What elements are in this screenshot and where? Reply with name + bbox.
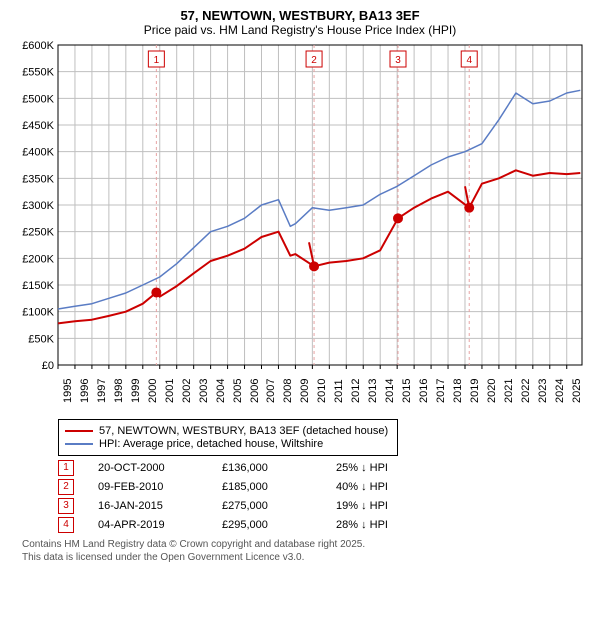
x-tick-label: 2000 <box>147 379 159 403</box>
title-line-1: 57, NEWTOWN, WESTBURY, BA13 3EF <box>10 8 590 23</box>
x-tick-label: 2002 <box>181 379 193 403</box>
svg-text:1: 1 <box>154 55 160 66</box>
x-tick-label: 1996 <box>79 379 91 403</box>
event-number-box: 1 <box>58 460 74 476</box>
x-tick-label: 2004 <box>215 379 227 403</box>
event-date: 16-JAN-2015 <box>98 500 198 512</box>
x-tick-label: 2019 <box>469 379 481 403</box>
x-tick-label: 2011 <box>333 379 345 403</box>
svg-text:£300K: £300K <box>22 200 54 212</box>
event-price: £185,000 <box>222 481 312 493</box>
sale-event-row: 3 16-JAN-2015 £275,000 19% ↓ HPI <box>58 498 590 514</box>
x-tick-label: 2007 <box>265 379 277 403</box>
svg-text:£200K: £200K <box>22 253 54 265</box>
svg-text:2: 2 <box>311 55 317 66</box>
footer-line-1: Contains HM Land Registry data © Crown c… <box>22 539 590 552</box>
line-chart-svg: £0 £50K £100K £150K £200K £250K £300K £350K £400… <box>10 41 590 371</box>
event-number-box: 4 <box>58 517 74 533</box>
x-tick-label: 1999 <box>130 379 142 403</box>
x-tick-label: 2005 <box>232 379 244 403</box>
svg-text:£600K: £600K <box>22 41 54 52</box>
x-tick-label: 2015 <box>401 379 413 403</box>
x-tick-label: 2008 <box>282 379 294 403</box>
x-tick-label: 2021 <box>503 379 515 403</box>
x-tick-label: 2010 <box>316 379 328 403</box>
x-tick-label: 2025 <box>571 379 583 403</box>
plot-area: £0 £50K £100K £150K £200K £250K £300K £350K £400… <box>10 41 590 413</box>
chart-titles: 57, NEWTOWN, WESTBURY, BA13 3EF Price pa… <box>10 8 590 37</box>
svg-text:£500K: £500K <box>22 93 54 105</box>
title-line-2: Price paid vs. HM Land Registry's House … <box>10 23 590 37</box>
svg-text:£350K: £350K <box>22 173 54 185</box>
sale-event-row: 1 20-OCT-2000 £136,000 25% ↓ HPI <box>58 460 590 476</box>
x-tick-label: 2017 <box>435 379 447 403</box>
svg-text:£450K: £450K <box>22 120 54 132</box>
event-price: £295,000 <box>222 519 312 531</box>
svg-text:4: 4 <box>466 55 472 66</box>
legend-label: HPI: Average price, detached house, Wilt… <box>99 438 323 450</box>
event-number-box: 2 <box>58 479 74 495</box>
legend-item: HPI: Average price, detached house, Wilt… <box>65 438 391 450</box>
sale-events-table: 1 20-OCT-2000 £136,000 25% ↓ HPI 2 09-FEB-201… <box>58 460 590 533</box>
sale-event-row: 2 09-FEB-2010 £185,000 40% ↓ HPI <box>58 479 590 495</box>
x-tick-label: 2018 <box>452 379 464 403</box>
x-tick-label: 2003 <box>198 379 210 403</box>
x-tick-label: 2024 <box>554 379 566 403</box>
legend-box: 57, NEWTOWN, WESTBURY, BA13 3EF (detache… <box>58 419 398 456</box>
x-tick-label: 2020 <box>486 379 498 403</box>
x-tick-label: 1998 <box>113 379 125 403</box>
svg-text:£400K: £400K <box>22 147 54 159</box>
event-diff: 40% ↓ HPI <box>336 481 388 493</box>
x-tick-label: 2012 <box>350 379 362 403</box>
chart-container: 57, NEWTOWN, WESTBURY, BA13 3EF Price pa… <box>0 0 600 570</box>
x-tick-label: 2001 <box>164 379 176 403</box>
legend-swatch <box>65 443 93 445</box>
x-tick-label: 1995 <box>62 379 74 403</box>
event-number-box: 3 <box>58 498 74 514</box>
svg-text:£250K: £250K <box>22 227 54 239</box>
footer-line-2: This data is licensed under the Open Gov… <box>22 552 590 565</box>
svg-text:£550K: £550K <box>22 67 54 79</box>
legend-label: 57, NEWTOWN, WESTBURY, BA13 3EF (detache… <box>99 425 388 437</box>
event-diff: 28% ↓ HPI <box>336 519 388 531</box>
x-axis-ticks: 1995 1996 1997 1998 1999 2000 2001 2002 2003 2004… <box>10 373 590 413</box>
x-tick-label: 2006 <box>249 379 261 403</box>
footer-attribution: Contains HM Land Registry data © Crown c… <box>22 539 590 564</box>
svg-text:£100K: £100K <box>22 307 54 319</box>
x-tick-label: 2022 <box>520 379 532 403</box>
x-tick-label: 1997 <box>96 379 108 403</box>
legend-swatch <box>65 430 93 432</box>
event-price: £275,000 <box>222 500 312 512</box>
x-tick-label: 2013 <box>367 379 379 403</box>
event-date: 04-APR-2019 <box>98 519 198 531</box>
svg-text:3: 3 <box>395 55 401 66</box>
svg-text:£0: £0 <box>42 360 54 371</box>
event-diff: 25% ↓ HPI <box>336 462 388 474</box>
svg-text:£50K: £50K <box>28 333 54 345</box>
svg-text:£150K: £150K <box>22 280 54 292</box>
legend-item: 57, NEWTOWN, WESTBURY, BA13 3EF (detache… <box>65 425 391 437</box>
event-date: 20-OCT-2000 <box>98 462 198 474</box>
x-tick-label: 2016 <box>418 379 430 403</box>
event-date: 09-FEB-2010 <box>98 481 198 493</box>
event-price: £136,000 <box>222 462 312 474</box>
x-tick-label: 2023 <box>537 379 549 403</box>
x-tick-label: 2009 <box>299 379 311 403</box>
x-tick-label: 2014 <box>384 379 396 403</box>
sale-event-row: 4 04-APR-2019 £295,000 28% ↓ HPI <box>58 517 590 533</box>
event-diff: 19% ↓ HPI <box>336 500 388 512</box>
